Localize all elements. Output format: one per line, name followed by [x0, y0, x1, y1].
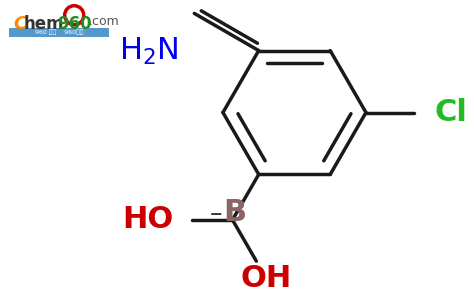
- Text: hem: hem: [24, 15, 64, 33]
- Text: C: C: [13, 15, 27, 33]
- Text: OH: OH: [240, 264, 292, 293]
- Text: HO: HO: [122, 205, 173, 234]
- Text: 960: 960: [57, 15, 91, 33]
- Text: .com: .com: [89, 15, 119, 28]
- Text: B: B: [223, 198, 246, 227]
- Text: –: –: [210, 202, 222, 226]
- Text: $\mathsf{H_2N}$: $\mathsf{H_2N}$: [119, 36, 178, 67]
- Text: 960 化工    960化工: 960 化工 960化工: [35, 30, 83, 35]
- FancyBboxPatch shape: [9, 28, 109, 37]
- Text: Cl: Cl: [435, 98, 467, 127]
